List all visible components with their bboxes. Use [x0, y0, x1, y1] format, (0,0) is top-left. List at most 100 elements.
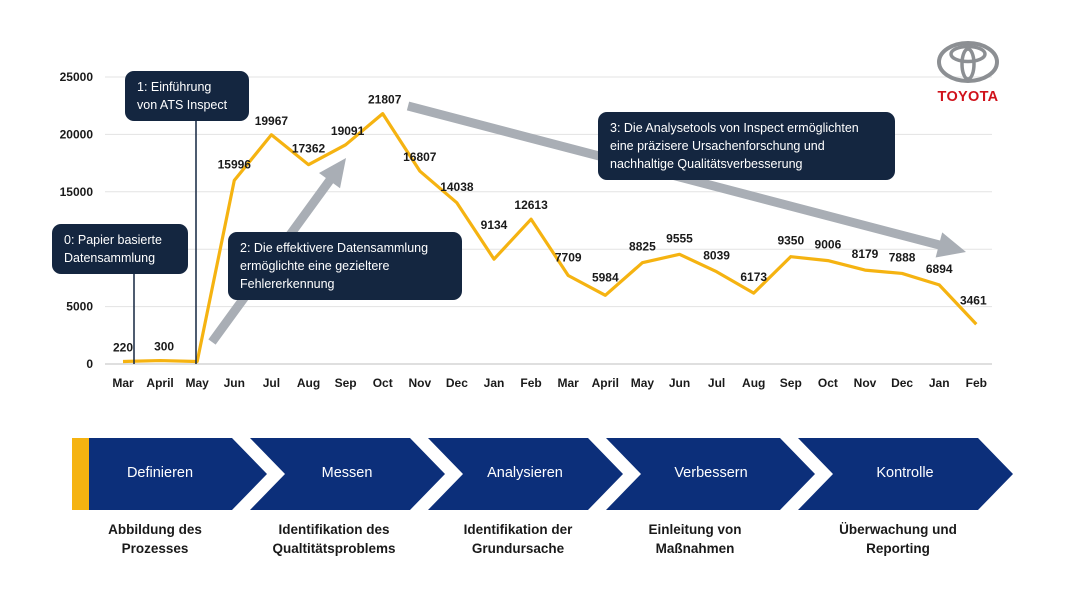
callout-line: nachhaltige Qualitätsverbesserung: [610, 157, 803, 171]
process-arrows: [89, 438, 1013, 510]
x-tick-label: Oct: [373, 376, 393, 390]
y-tick-label: 25000: [60, 70, 94, 84]
callout-line: Datensammlung: [64, 251, 156, 265]
series-line-path: [122, 112, 978, 364]
step-desc-verbessern: Einleitung von Maßnahmen: [610, 520, 780, 558]
x-tick-label: Oct: [818, 376, 838, 390]
x-tick-label: Sep: [335, 376, 357, 390]
data-label: 8825: [629, 240, 656, 254]
step-desc-line: Maßnahmen: [655, 541, 735, 556]
step-desc-analysieren: Identifikation der Grundursache: [433, 520, 603, 558]
x-tick-label: Jul: [708, 376, 725, 390]
callout-line: ermöglichte eine gezieltere: [240, 259, 390, 273]
data-label: 3461: [960, 293, 987, 307]
x-tick-label: May: [186, 376, 210, 390]
callout-effective-collection: 2: Die effektivere Datensammlung ermögli…: [228, 232, 462, 300]
x-tick-label: Jun: [224, 376, 245, 390]
step-label-verbessern: Verbessern: [674, 465, 748, 481]
line-chart: 0500010000150002000025000 MarAprilMayJun…: [60, 70, 992, 390]
data-label: 12613: [514, 198, 548, 212]
step-desc-definieren: Abbildung des Prozesses: [70, 520, 240, 558]
callout-line: 0: Papier basierte: [64, 233, 162, 247]
callout-line: 3: Die Analysetools von Inspect ermöglic…: [610, 121, 859, 135]
x-tick-label: April: [592, 376, 619, 390]
x-tick-label: April: [146, 376, 173, 390]
x-tick-label: Aug: [297, 376, 320, 390]
data-label: 17362: [292, 142, 326, 156]
data-label: 9555: [666, 231, 693, 245]
step-chevron-verbessern: [606, 438, 815, 510]
data-label: 7709: [555, 251, 582, 265]
step-desc-kontrolle: Überwachung und Reporting: [813, 520, 983, 558]
data-label: 16807: [403, 150, 437, 164]
callout-line: eine präzisere Ursachenforschung und: [610, 139, 825, 153]
callout-line: von ATS Inspect: [137, 98, 228, 112]
step-desc-line: Qualtitätsproblems: [272, 541, 396, 556]
step-desc-line: Abbildung des: [108, 522, 202, 537]
y-axis-ticks: 0500010000150002000025000: [60, 70, 94, 371]
x-tick-label: Mar: [558, 376, 580, 390]
data-label: 9134: [481, 218, 508, 232]
x-tick-label: Mar: [112, 376, 134, 390]
callout-line: 1: Einführung: [137, 80, 212, 94]
data-label: 8039: [703, 249, 730, 263]
y-tick-label: 20000: [60, 127, 94, 141]
step-desc-line: Identifikation der: [463, 522, 573, 537]
x-tick-label: Jul: [263, 376, 280, 390]
x-tick-label: Dec: [446, 376, 468, 390]
step-label-kontrolle: Kontrolle: [876, 465, 934, 481]
data-label: 19091: [331, 124, 365, 138]
step-label-definieren: Definieren: [126, 465, 194, 481]
step-chevron-messen: [250, 438, 445, 510]
step-chevron-kontrolle: [798, 438, 1013, 510]
x-tick-label: Jan: [484, 376, 505, 390]
toyota-emblem-icon: [937, 41, 999, 83]
step-desc-line: Prozesses: [121, 541, 189, 556]
step-desc-messen: Identifikation des Qualtitätsproblems: [249, 520, 419, 558]
callout-paper-data: 0: Papier basierte Datensammlung: [52, 224, 188, 274]
callout-ats-inspect: 1: Einführung von ATS Inspect: [125, 71, 249, 121]
step-desc-line: Reporting: [866, 541, 930, 556]
data-label: 5984: [592, 270, 619, 284]
x-tick-label: Aug: [742, 376, 765, 390]
dmaic-process-bar: Definieren Messen Analysieren Verbessern…: [0, 436, 1067, 516]
toyota-logo: TOYOTA: [926, 40, 1010, 105]
x-tick-label: Feb: [966, 376, 987, 390]
toyota-wordmark: TOYOTA: [937, 89, 999, 105]
data-label: 300: [154, 340, 174, 354]
marker-lines: [133, 118, 197, 364]
series-line: [122, 112, 978, 364]
step-desc-line: Grundursache: [471, 541, 565, 556]
y-tick-label: 5000: [66, 300, 93, 314]
data-label: 220: [113, 340, 133, 354]
x-tick-label: Nov: [408, 376, 431, 390]
data-label: 6173: [740, 270, 767, 284]
data-label: 19967: [255, 114, 289, 128]
data-label: 14038: [440, 180, 474, 194]
step-chevron-definieren: [89, 438, 267, 510]
step-label-messen: Messen: [321, 465, 373, 481]
step-desc-line: Identifikation des: [278, 522, 390, 537]
data-label: 6894: [926, 262, 953, 276]
callout-analysis-tools: 3: Die Analysetools von Inspect ermöglic…: [598, 112, 895, 180]
y-tick-label: 15000: [60, 185, 94, 199]
x-tick-label: Nov: [854, 376, 877, 390]
callout-line: 2: Die effektivere Datensammlung: [240, 241, 429, 255]
data-label: 9006: [815, 238, 842, 252]
x-tick-label: Jan: [929, 376, 950, 390]
x-tick-label: Feb: [520, 376, 541, 390]
step-desc-line: Einleitung von: [648, 522, 742, 537]
x-axis-ticks: Mar April May Jun Jul Aug Sep Oct Nov Dec Jan Feb Ma…: [112, 376, 987, 390]
data-label: 7888: [889, 250, 916, 264]
x-tick-label: Dec: [891, 376, 913, 390]
step-desc-line: Überwachung und: [839, 522, 957, 537]
data-label: 8179: [852, 247, 879, 261]
data-label: 21807: [368, 93, 402, 107]
data-label: 15996: [218, 157, 252, 171]
step-chevron-analysieren: [428, 438, 623, 510]
data-label: 9350: [777, 234, 804, 248]
x-tick-label: Sep: [780, 376, 802, 390]
y-tick-label: 0: [86, 357, 93, 371]
x-tick-label: Jun: [669, 376, 690, 390]
